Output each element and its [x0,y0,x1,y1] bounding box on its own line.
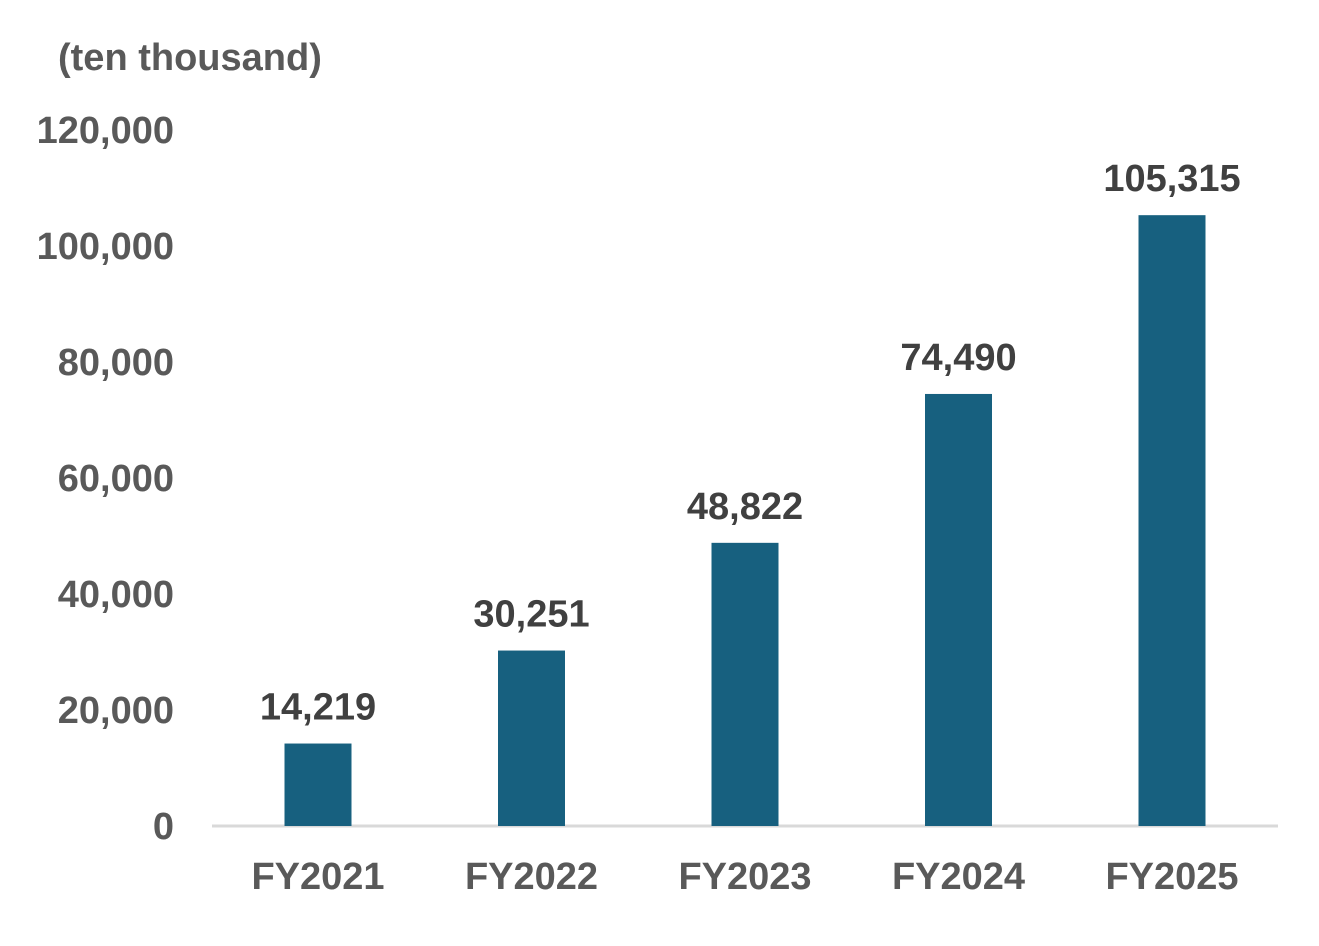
y-axis-ticks: 0 20,000 40,000 60,000 80,000 100,000 120,000 [37,110,174,848]
bars [284,215,1206,827]
x-tick-label: FY2025 [1105,856,1238,898]
data-label: 105,315 [1103,158,1240,200]
bar [1138,215,1206,827]
data-label: 74,490 [900,337,1016,379]
x-tick-label: FY2024 [892,856,1025,898]
bar [711,542,779,826]
data-label: 48,822 [687,486,803,528]
x-tick-label: FY2023 [678,856,811,898]
y-tick-label: 60,000 [58,458,174,500]
x-axis-ticks: FY2021 FY2022 FY2023 FY2024 FY2025 [251,856,1238,898]
bar [925,393,992,826]
y-tick-label: 100,000 [37,226,174,268]
bar [498,650,565,826]
data-label: 14,219 [260,687,376,729]
x-tick-label: FY2021 [251,856,384,898]
y-tick-label: 80,000 [58,342,174,384]
bar [284,743,352,826]
y-tick-label: 20,000 [58,690,174,732]
data-label: 30,251 [473,594,589,636]
y-tick-label: 40,000 [58,574,174,616]
y-tick-label: 120,000 [37,110,174,152]
x-tick-label: FY2022 [465,856,598,898]
y-tick-label: 0 [153,806,174,848]
data-labels: 14,219 30,251 48,822 74,490 105,315 [260,158,1241,728]
unit-label: (ten thousand) [58,37,322,79]
